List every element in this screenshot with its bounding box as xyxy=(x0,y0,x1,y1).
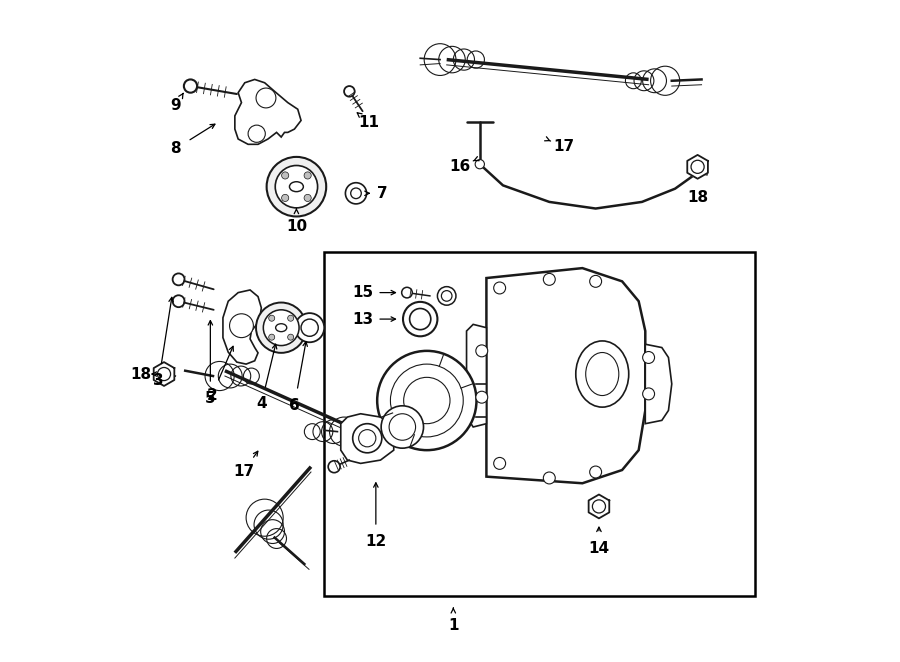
Text: 6: 6 xyxy=(289,398,300,412)
Circle shape xyxy=(544,472,555,484)
Circle shape xyxy=(494,282,506,294)
Circle shape xyxy=(475,160,484,169)
Circle shape xyxy=(476,391,488,403)
Text: 13: 13 xyxy=(352,312,374,326)
Text: 10: 10 xyxy=(286,219,307,234)
Circle shape xyxy=(264,310,299,346)
Circle shape xyxy=(544,273,555,285)
Circle shape xyxy=(288,334,293,340)
Ellipse shape xyxy=(290,182,303,192)
Text: 4: 4 xyxy=(256,397,266,411)
Text: 17: 17 xyxy=(233,464,254,479)
Circle shape xyxy=(441,291,452,301)
Text: 18: 18 xyxy=(688,190,709,205)
Text: 9: 9 xyxy=(170,99,181,113)
Circle shape xyxy=(304,172,311,179)
Circle shape xyxy=(592,500,606,513)
Polygon shape xyxy=(645,344,671,424)
Circle shape xyxy=(494,457,506,469)
Circle shape xyxy=(248,125,266,142)
Text: 7: 7 xyxy=(377,186,388,201)
Circle shape xyxy=(590,275,601,287)
Circle shape xyxy=(158,367,171,381)
Text: 11: 11 xyxy=(359,115,380,130)
Text: 3: 3 xyxy=(153,373,164,388)
Circle shape xyxy=(643,388,654,400)
Bar xyxy=(324,252,754,596)
Text: 12: 12 xyxy=(365,534,386,549)
Polygon shape xyxy=(466,324,486,427)
Text: 14: 14 xyxy=(589,541,609,555)
Ellipse shape xyxy=(275,324,287,332)
Polygon shape xyxy=(589,495,609,518)
Circle shape xyxy=(269,315,274,321)
Circle shape xyxy=(288,315,293,321)
Polygon shape xyxy=(154,362,175,386)
Circle shape xyxy=(230,314,254,338)
Circle shape xyxy=(184,79,197,93)
Circle shape xyxy=(269,334,274,340)
Polygon shape xyxy=(235,79,301,144)
Circle shape xyxy=(256,303,306,353)
Polygon shape xyxy=(688,155,708,179)
Polygon shape xyxy=(486,268,645,483)
Circle shape xyxy=(351,188,361,199)
Text: 16: 16 xyxy=(449,160,471,174)
Text: 2: 2 xyxy=(206,389,217,403)
Circle shape xyxy=(328,461,340,473)
Polygon shape xyxy=(341,414,393,463)
Text: 17: 17 xyxy=(554,140,574,154)
Circle shape xyxy=(344,86,355,97)
Circle shape xyxy=(301,319,319,336)
Circle shape xyxy=(377,351,476,450)
Circle shape xyxy=(282,172,289,179)
Circle shape xyxy=(643,352,654,363)
Polygon shape xyxy=(223,290,261,364)
Circle shape xyxy=(173,273,184,285)
Text: 5: 5 xyxy=(205,391,216,406)
Circle shape xyxy=(382,406,424,448)
Text: 18: 18 xyxy=(130,367,151,381)
Circle shape xyxy=(173,295,184,307)
Circle shape xyxy=(295,313,324,342)
Text: 1: 1 xyxy=(448,618,459,633)
Circle shape xyxy=(389,414,416,440)
Circle shape xyxy=(346,183,366,204)
Circle shape xyxy=(403,302,437,336)
Circle shape xyxy=(410,308,431,330)
Circle shape xyxy=(266,157,326,216)
Circle shape xyxy=(275,166,318,208)
Circle shape xyxy=(691,160,704,173)
Circle shape xyxy=(590,466,601,478)
Circle shape xyxy=(304,195,311,201)
Circle shape xyxy=(437,287,456,305)
Circle shape xyxy=(693,167,704,177)
Text: 8: 8 xyxy=(170,142,181,156)
Circle shape xyxy=(476,345,488,357)
Circle shape xyxy=(401,287,412,298)
Text: 15: 15 xyxy=(352,285,374,300)
Circle shape xyxy=(256,88,276,108)
Circle shape xyxy=(282,195,289,201)
